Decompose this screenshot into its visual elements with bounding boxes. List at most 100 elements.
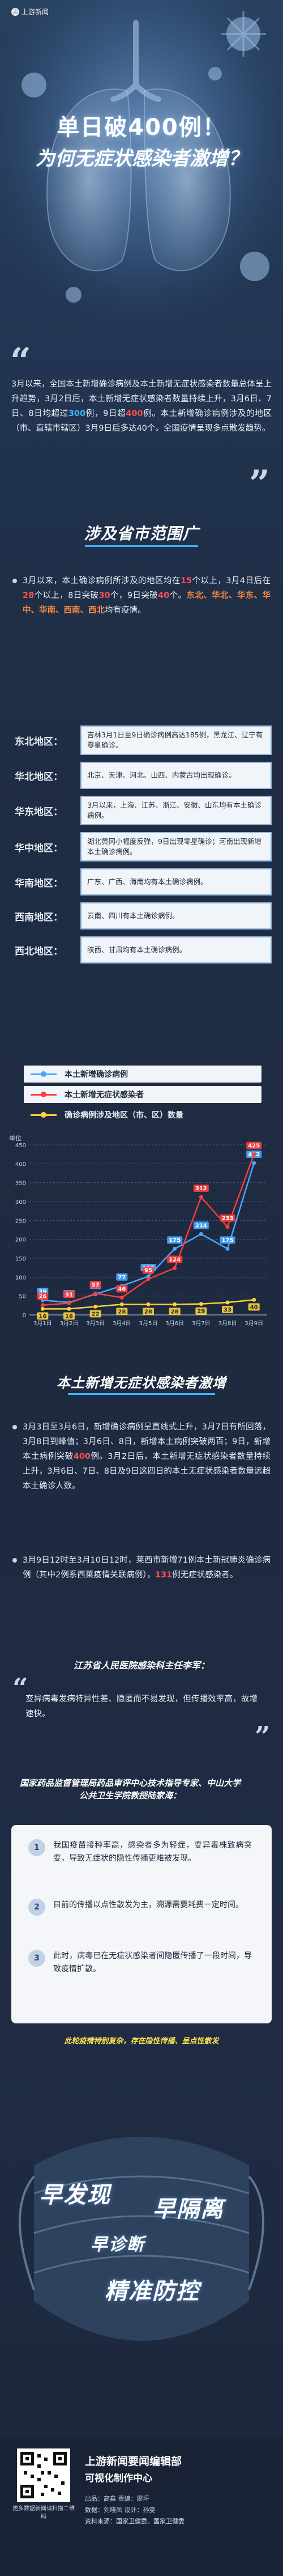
x-tick-label: 3月3日 [86, 1320, 105, 1327]
data-point [67, 1301, 71, 1305]
data-label-bg [222, 1306, 233, 1313]
y-tick-label: 200 [15, 1237, 26, 1244]
data-point [93, 1291, 98, 1296]
data-label: 312 [195, 1186, 207, 1192]
data-label: 39 [38, 1289, 46, 1295]
data-label: 22 [92, 1311, 100, 1317]
slogan-early-detection: 早发现 [40, 2182, 111, 2208]
data-label-bg [143, 1308, 154, 1315]
regions-summary-text: 个。 [169, 591, 187, 600]
footer-subtitle: 可视化制作中心 [85, 2473, 152, 2484]
data-label: 77 [118, 1275, 126, 1281]
expert2-footer-note: 此轮疫情特别复杂，存在隐性传播、呈点性散发 [64, 2037, 219, 2045]
data-label: 175 [169, 1237, 181, 1244]
data-point [225, 1300, 230, 1305]
data-label-bg [195, 1307, 207, 1315]
data-point [199, 1232, 203, 1236]
y-tick-label: 0 [23, 1313, 26, 1319]
data-label: 425 [248, 1143, 260, 1149]
x-tick-label: 3月2日 [60, 1320, 79, 1327]
x-tick-label: 3月9日 [245, 1320, 263, 1327]
regions-summary-highlight: 东北、华北、华东、华中、华南、西南、西北 [23, 591, 271, 615]
data-label-bg [246, 1141, 262, 1149]
data-point [173, 1266, 177, 1270]
footer-credit-2: 数据：刘晓凤 设计：孙雯 [85, 2506, 156, 2514]
data-label-bg [193, 1221, 209, 1229]
region-cities: 吉林3月1日至9日确诊病例高达185例，黑龙江、辽宁有零星确诊。 [80, 725, 272, 755]
data-label-bg [37, 1312, 49, 1320]
data-point [146, 1277, 151, 1281]
regions-summary-highlight: 30 [98, 591, 110, 600]
region-name: 华北地区： [15, 771, 63, 783]
data-point [40, 1303, 45, 1308]
section-title-regions: 涉及省市范围广 [84, 524, 199, 543]
asymptomatic-p1-highlight: 400 [73, 1452, 91, 1461]
y-tick-label: 400 [15, 1161, 26, 1168]
data-label-bg [89, 1281, 101, 1288]
footer: 更多数据新闻请扫描二维码 上游新闻要闻编辑部 可视化制作中心 出品：高鑫 责编：… [0, 2437, 283, 2576]
section-underline [68, 1393, 215, 1395]
asymptomatic-paragraph-1: 3月3日至3月6日，新增确诊病例呈直线式上升，3月7日有所回落，3月8日到峰值；… [12, 1420, 271, 1493]
data-label: 16 [38, 1313, 46, 1319]
data-label-bg [167, 1255, 183, 1263]
qr-label: 更多数据新闻请扫描二维码 [12, 2506, 75, 2520]
footer-org: 上游新闻要闻编辑部 [85, 2455, 182, 2468]
expert2-point-2: 2 目前的传播以点性散发为主，溯源需要耗费一定时间。 [28, 1899, 252, 1916]
data-point [40, 1306, 45, 1311]
point-number-1: 1 [28, 1839, 45, 1856]
intro-highlight: 400 [126, 409, 143, 418]
x-tick-label: 3月8日 [218, 1320, 237, 1327]
expert1-quote: 变异病毒发病特异性差、隐匿而不易发现，但传播效率高，故增速快。 [25, 1695, 258, 1718]
slogan-early-isolation: 早隔离 [153, 2196, 224, 2222]
data-label-bg [169, 1308, 181, 1315]
data-label: 175 [222, 1237, 234, 1244]
legend-swatch [31, 1071, 57, 1077]
data-point [225, 1246, 230, 1251]
main-title-line1: 单日破400例！ [57, 114, 226, 141]
data-label-bg [167, 1236, 183, 1244]
data-label-bg [116, 1273, 128, 1281]
point-number-2: 2 [28, 1899, 45, 1916]
expert2-point-3: 3 此时，病毒已在无症状感染者间隐匿传播了一段时间，导致疫情扩散。 [28, 1950, 252, 1976]
y-axis-label: 单位 [9, 1134, 22, 1142]
y-tick-label: 50 [19, 1294, 26, 1300]
open-quote-icon: “ [12, 1673, 28, 1704]
intro-text: 例。本土新增确诊病例涉及的地区（市、直辖市辖区）3月9日后多达40个。全国疫情呈… [11, 409, 272, 433]
data-point [67, 1306, 71, 1311]
regions-summary-text: 个以上，8日突破 [34, 591, 99, 600]
data-point [252, 1152, 256, 1157]
data-label: 33 [224, 1307, 231, 1313]
data-label: 16 [65, 1313, 73, 1319]
region-cities: 3月以来，上海、江苏、浙江、安徽、山东均有本土确诊病例。 [80, 796, 272, 825]
regions-summary-highlight: 28 [23, 591, 35, 600]
x-tick-label: 3月7日 [192, 1320, 211, 1327]
data-point [252, 1297, 256, 1302]
region-row: 西南地区： 云南、四川有本土确诊病例。 [11, 902, 272, 930]
region-table: 东北地区： 吉林3月1日至9日确诊病例高达185例，黑龙江、辽宁有零星确诊。华北地… [11, 725, 272, 970]
x-tick-label: 3月6日 [165, 1320, 184, 1327]
region-cities: 广东、广西、海南均有本土确诊病例。 [80, 868, 272, 896]
x-tick-label: 3月1日 [33, 1320, 52, 1327]
asymptomatic-p1-text: 3月3日至3月6日，新增确诊病例呈直线式上升，3月7日有所回落，3月8日到峰值；… [23, 1423, 271, 1461]
region-cities: 湖北黄冈小幅度反弹，9日出现零星确诊；河南出现新增本土确诊病例。 [80, 832, 272, 862]
legend-item: 本土新增无症状感染者 [24, 1086, 261, 1103]
chart-plot-area: 单位 0 50 100 150 200 250 300 350 400 450 3月1日 3月2日 3月3… [9, 1134, 267, 1327]
data-label: 95 [144, 1268, 152, 1274]
data-label: 124 [169, 1257, 181, 1263]
hero-lung-illustration [0, 0, 283, 340]
region-cities: 陕西、甘肃均有本土确诊病例。 [80, 936, 272, 964]
data-label-bg [220, 1214, 235, 1222]
region-row: 华东地区： 3月以来，上海、江苏、浙江、安徽、山东均有本土确诊病例。 [11, 796, 272, 825]
footer-credit-3: 资料来源：国家卫健委、国家卫健委 [85, 2518, 185, 2525]
data-label-bg [89, 1310, 101, 1318]
slogan-early-diagnosis: 早诊断 [91, 2235, 145, 2255]
legend-swatch [31, 1112, 57, 1118]
data-label-bg [63, 1312, 75, 1320]
region-name: 东北地区： [15, 736, 63, 748]
data-point [119, 1295, 124, 1300]
asymptomatic-p2-text: 例无症状感染者。 [172, 1571, 238, 1580]
data-label: 46 [118, 1286, 126, 1292]
region-cities: 云南、四川有本土确诊病例。 [80, 902, 272, 930]
region-name: 西南地区： [15, 911, 63, 923]
